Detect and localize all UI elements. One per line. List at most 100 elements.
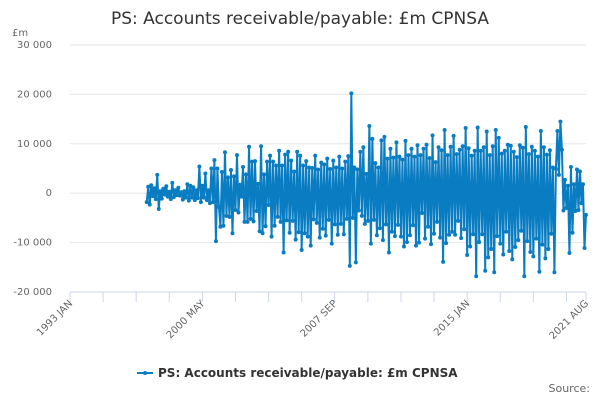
data-point[interactable] [499,151,504,156]
data-point[interactable] [519,228,524,233]
data-point[interactable] [237,182,242,187]
data-point[interactable] [338,221,343,226]
data-point[interactable] [564,206,569,211]
data-point[interactable] [496,135,501,140]
data-point[interactable] [323,233,328,238]
data-point[interactable] [574,167,579,172]
data-point[interactable] [465,252,470,257]
data-point[interactable] [260,231,265,236]
data-point[interactable] [420,210,425,215]
data-point[interactable] [194,188,199,193]
data-point[interactable] [529,144,534,149]
data-point[interactable] [538,128,543,133]
data-point[interactable] [296,230,301,235]
data-point[interactable] [191,185,196,190]
data-point[interactable] [177,193,182,198]
data-point[interactable] [478,148,483,153]
data-point[interactable] [244,172,249,177]
data-point[interactable] [504,229,509,234]
data-point[interactable] [367,124,372,129]
data-point[interactable] [468,244,473,249]
data-point[interactable] [280,163,285,168]
data-point[interactable] [337,154,342,159]
data-point[interactable] [281,250,286,255]
data-point[interactable] [555,128,560,133]
data-point[interactable] [395,222,400,227]
data-point[interactable] [404,240,409,245]
data-point[interactable] [239,194,244,199]
data-point[interactable] [373,161,378,166]
data-point[interactable] [271,159,276,164]
data-point[interactable] [314,220,319,225]
data-point[interactable] [376,165,381,170]
data-point[interactable] [480,232,485,237]
data-point[interactable] [317,235,322,240]
data-point[interactable] [159,196,164,201]
data-point[interactable] [386,250,391,255]
data-point[interactable] [439,148,444,153]
data-point[interactable] [388,146,393,151]
data-point[interactable] [186,198,191,203]
data-point[interactable] [299,248,304,253]
data-point[interactable] [401,244,406,249]
data-point[interactable] [295,149,300,154]
data-point[interactable] [531,254,536,259]
data-point[interactable] [340,166,345,171]
data-point[interactable] [310,166,315,171]
data-point[interactable] [421,146,426,151]
data-point[interactable] [343,159,348,164]
data-point[interactable] [185,182,190,187]
data-point[interactable] [559,147,564,152]
data-point[interactable] [394,140,399,145]
data-point[interactable] [459,236,464,241]
data-point[interactable] [158,189,163,194]
data-point[interactable] [231,174,236,179]
data-point[interactable] [432,231,437,236]
data-point[interactable] [471,232,476,237]
data-point[interactable] [268,153,273,158]
data-point[interactable] [570,230,575,235]
data-point[interactable] [259,144,264,149]
data-point[interactable] [221,223,226,228]
data-point[interactable] [441,259,446,264]
data-point[interactable] [370,136,375,141]
data-point[interactable] [454,152,459,157]
data-point[interactable] [385,156,390,161]
data-point[interactable] [256,181,261,186]
data-point[interactable] [537,269,542,274]
data-point[interactable] [254,208,259,213]
data-point[interactable] [364,171,369,176]
data-point[interactable] [329,241,334,246]
data-point[interactable] [544,152,549,157]
data-point[interactable] [302,231,307,236]
data-point[interactable] [284,218,289,223]
data-point[interactable] [216,205,221,210]
data-point[interactable] [474,274,479,279]
data-point[interactable] [242,219,247,224]
data-point[interactable] [275,214,280,219]
data-point[interactable] [341,232,346,237]
data-point[interactable] [355,167,360,172]
data-point[interactable] [224,213,229,218]
data-point[interactable] [534,236,539,241]
data-point[interactable] [334,165,339,170]
data-point[interactable] [498,241,503,246]
data-point[interactable] [532,148,537,153]
data-point[interactable] [356,208,361,213]
data-point[interactable] [565,183,570,188]
data-point[interactable] [307,165,312,170]
data-point[interactable] [353,260,358,265]
data-point[interactable] [466,146,471,151]
data-point[interactable] [573,208,578,213]
data-point[interactable] [344,216,349,221]
data-point[interactable] [460,144,465,149]
data-point[interactable] [213,239,218,244]
data-point[interactable] [247,144,252,149]
data-point[interactable] [556,172,561,177]
data-point[interactable] [161,186,166,191]
data-point[interactable] [326,217,331,222]
data-point[interactable] [197,164,202,169]
data-point[interactable] [513,245,518,250]
data-point[interactable] [171,195,176,200]
data-point[interactable] [426,224,431,229]
